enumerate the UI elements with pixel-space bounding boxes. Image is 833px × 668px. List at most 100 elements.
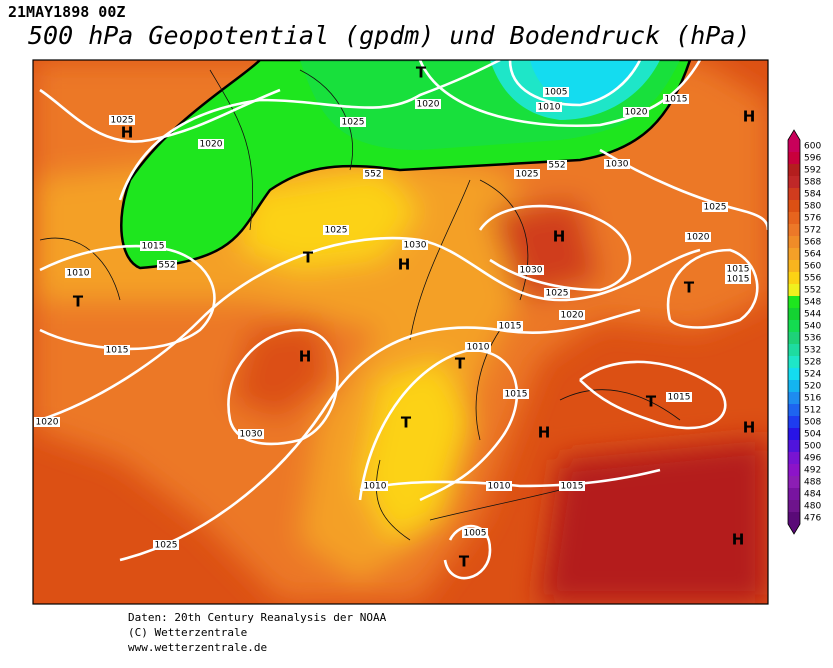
colorbar-cell <box>788 476 800 488</box>
colorbar-cell <box>788 452 800 464</box>
isobar-label: 1020 <box>36 418 59 428</box>
colorbar-cell <box>788 188 800 200</box>
isobar-label: 1030 <box>520 266 543 276</box>
colorbar-cell <box>788 380 800 392</box>
colorbar-cell <box>788 212 800 224</box>
isobar-label: 1030 <box>606 160 629 170</box>
pressure-center: T <box>401 414 412 432</box>
pressure-center: H <box>743 419 756 437</box>
isobar-label-bg <box>725 264 751 274</box>
colorbar-cell <box>788 512 800 524</box>
colorbar-cell <box>788 392 800 404</box>
pressure-center: T <box>684 279 695 297</box>
isobar-label-bg <box>725 274 751 284</box>
map-labels: 1025 1020 1025 1020 1005 1010 1020 1015 1030 1025… <box>34 64 755 571</box>
isobar-label-bg <box>34 417 60 427</box>
colorbar-label: 532 <box>804 346 821 356</box>
isobar-label: 552 <box>548 161 565 171</box>
colorbar-cell <box>788 176 800 188</box>
isobar-label: 1010 <box>364 482 387 492</box>
colorbar-cell <box>788 332 800 344</box>
colorbar-cell <box>788 428 800 440</box>
isobar-label: 1005 <box>545 88 568 98</box>
pressure-center: T <box>303 249 314 267</box>
isobar-label: 1020 <box>417 100 440 110</box>
pressure-center: H <box>553 228 566 246</box>
colorbar-cell <box>788 416 800 428</box>
isobar-label-bg <box>559 310 585 320</box>
isobar-label: 1030 <box>404 241 427 251</box>
isobar-label-bg <box>666 392 692 402</box>
pressure-center: H <box>743 108 756 126</box>
colorbar: 600 596 592 588 584 580 576 572 568 564 560 556 552 5… <box>787 129 821 535</box>
colorbar-cell <box>788 368 800 380</box>
footer-line: Daten: 20th Century Reanalysis der NOAA <box>128 611 387 624</box>
isobar-label: 1015 <box>665 95 688 105</box>
colorbar-cell <box>788 260 800 272</box>
isobar-label-bg <box>543 87 569 97</box>
colorbar-cell <box>788 284 800 296</box>
colorbar-label: 572 <box>804 226 821 236</box>
colorbar-label: 584 <box>804 190 821 200</box>
colorbar-cell <box>788 224 800 236</box>
isobar-label-bg <box>340 117 366 127</box>
isobar-label: 1015 <box>561 482 584 492</box>
isobar-label: 1015 <box>727 265 750 275</box>
isobar-label: 552 <box>364 170 381 180</box>
colorbar-label: 564 <box>804 250 821 260</box>
colorbar-cell <box>788 320 800 332</box>
colorbar-label: 596 <box>804 154 821 164</box>
pressure-center: T <box>646 393 657 411</box>
colorbar-cell <box>788 236 800 248</box>
isobar-label-bg <box>514 169 540 179</box>
colorbar-label: 512 <box>804 406 821 416</box>
isobar-label: 1010 <box>488 482 511 492</box>
colorbar-label: 492 <box>804 466 821 476</box>
colorbar-label: 504 <box>804 430 821 440</box>
colorbar-label: 524 <box>804 370 821 380</box>
colorbar-label: 568 <box>804 238 821 248</box>
colorbar-label: 480 <box>804 502 821 512</box>
colorbar-label: 600 <box>804 142 821 152</box>
isobar-label: 1020 <box>687 233 710 243</box>
isobar-label: 1025 <box>546 289 569 299</box>
colorbar-cell <box>788 344 800 356</box>
isobar-label: 1015 <box>499 322 522 332</box>
isobar-label-bg <box>462 528 488 538</box>
isobar-label: 1010 <box>467 343 490 353</box>
isobar-label: 1015 <box>106 346 129 356</box>
isobar-label-bg <box>140 241 166 251</box>
map-date: 21MAY1898 00Z <box>8 3 125 21</box>
colorbar-cell <box>788 140 800 152</box>
colorbar-label: 528 <box>804 358 821 368</box>
isobar-label-bg <box>109 115 135 125</box>
isobar-label-bg <box>238 429 264 439</box>
colorbar-cell <box>788 296 800 308</box>
isobar-label-bg <box>604 159 630 169</box>
colorbar-label: 548 <box>804 298 821 308</box>
isobar-label: 1015 <box>142 242 165 252</box>
isobar-label: 1020 <box>625 108 648 118</box>
isobar-label-bg <box>663 94 689 104</box>
pressure-center: T <box>416 64 427 82</box>
isobar-label-bg <box>497 321 523 331</box>
isobar-label: 1025 <box>516 170 539 180</box>
isobar-label: 1015 <box>727 275 750 285</box>
colorbar-label: 580 <box>804 202 821 212</box>
colorbar-cell <box>788 356 800 368</box>
colorbar-label: 520 <box>804 382 821 392</box>
colorbar-cell <box>788 200 800 212</box>
pressure-center: H <box>299 348 312 366</box>
isobar-label-bg <box>702 202 728 212</box>
isobar-label: 1025 <box>342 118 365 128</box>
isobar-label-bg <box>547 160 567 170</box>
colorbar-label: 500 <box>804 442 821 452</box>
colorbar-label: 552 <box>804 286 821 296</box>
pressure-center: H <box>732 531 745 549</box>
colorbar-label: 540 <box>804 322 821 332</box>
isobar-label-bg <box>685 232 711 242</box>
pressure-center: T <box>73 293 84 311</box>
isobar-label: 1015 <box>505 390 528 400</box>
isobar-label: 1025 <box>111 116 134 126</box>
colorbar-cell <box>788 164 800 176</box>
